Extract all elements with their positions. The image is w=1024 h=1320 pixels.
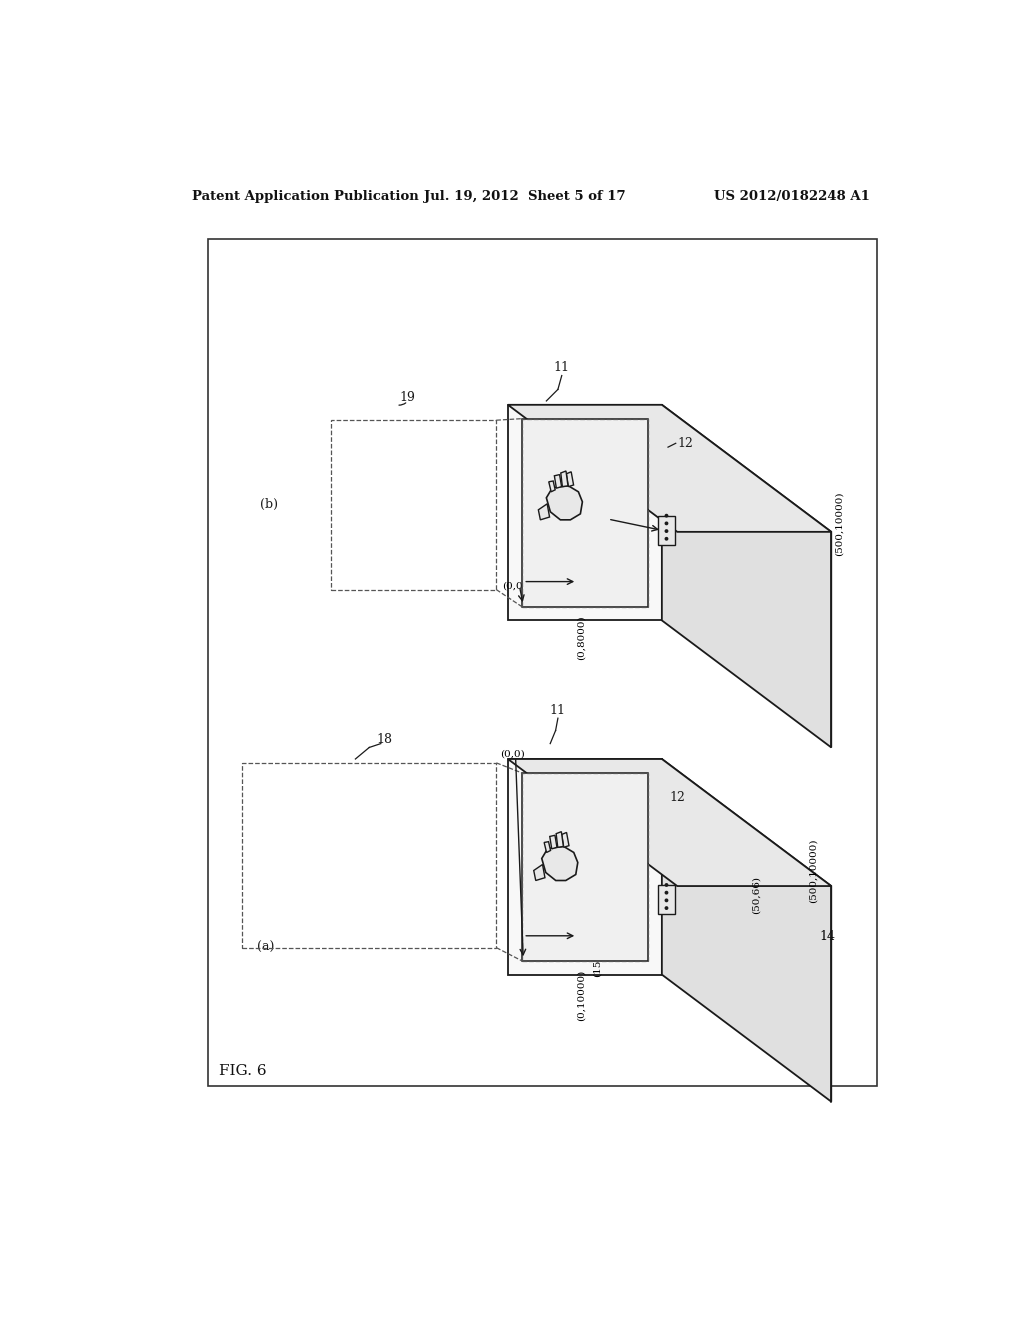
- Polygon shape: [662, 759, 831, 1102]
- Bar: [658, 884, 675, 915]
- Bar: [521, 418, 648, 607]
- Polygon shape: [534, 865, 545, 880]
- Bar: [521, 418, 648, 607]
- Text: 18: 18: [377, 733, 392, 746]
- Text: US 2012/0182248 A1: US 2012/0182248 A1: [714, 190, 869, 203]
- Polygon shape: [562, 833, 569, 847]
- Text: (50,66): (50,66): [752, 876, 760, 913]
- Text: (b): (b): [260, 499, 279, 511]
- Circle shape: [665, 513, 669, 517]
- Text: 11: 11: [550, 704, 566, 717]
- Bar: [508, 405, 662, 620]
- Polygon shape: [554, 475, 561, 488]
- Text: (150,200): (150,200): [593, 925, 601, 977]
- Polygon shape: [561, 471, 568, 487]
- Bar: [521, 774, 648, 961]
- Text: Jul. 19, 2012  Sheet 5 of 17: Jul. 19, 2012 Sheet 5 of 17: [424, 190, 626, 203]
- Circle shape: [665, 906, 669, 909]
- Circle shape: [665, 529, 669, 533]
- Bar: [243, 763, 497, 948]
- Circle shape: [665, 883, 669, 887]
- Circle shape: [665, 537, 669, 541]
- Text: 19: 19: [399, 391, 416, 404]
- Text: 12: 12: [677, 437, 693, 450]
- Circle shape: [665, 891, 669, 895]
- Text: Patent Application Publication: Patent Application Publication: [193, 190, 419, 203]
- Polygon shape: [550, 836, 557, 849]
- Bar: [521, 774, 648, 961]
- Text: 14: 14: [819, 929, 836, 942]
- Circle shape: [665, 521, 669, 525]
- Text: (500,10000): (500,10000): [808, 838, 817, 903]
- Text: FIG. 6: FIG. 6: [219, 1064, 266, 1078]
- Polygon shape: [508, 759, 831, 886]
- Circle shape: [665, 899, 669, 903]
- Polygon shape: [544, 842, 551, 853]
- Polygon shape: [662, 405, 831, 747]
- Text: 11: 11: [554, 360, 569, 374]
- Text: 12: 12: [670, 791, 685, 804]
- Bar: [208, 239, 878, 1086]
- Bar: [508, 759, 662, 974]
- Text: (0,0): (0,0): [503, 581, 527, 590]
- Text: (0,8000): (0,8000): [577, 615, 586, 660]
- Text: (0,0): (0,0): [500, 750, 525, 759]
- Bar: [658, 516, 675, 545]
- Text: (500,10000): (500,10000): [836, 492, 844, 557]
- Polygon shape: [542, 846, 578, 880]
- Text: (a): (a): [257, 941, 274, 954]
- Text: (0,10000): (0,10000): [577, 970, 586, 1022]
- Bar: [331, 420, 497, 590]
- Polygon shape: [556, 832, 563, 847]
- Polygon shape: [539, 504, 550, 520]
- Polygon shape: [566, 471, 573, 487]
- Polygon shape: [508, 405, 831, 532]
- Polygon shape: [547, 486, 583, 520]
- Polygon shape: [549, 480, 555, 492]
